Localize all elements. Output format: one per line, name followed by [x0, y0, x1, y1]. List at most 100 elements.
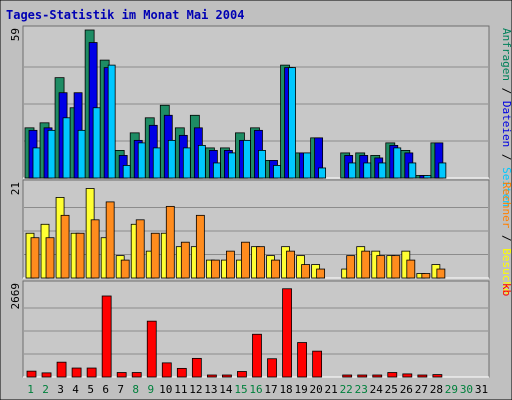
bar-rechner-10	[165, 205, 175, 279]
y-max-label-kb: 2669	[9, 283, 22, 310]
bar-seiten-18	[288, 67, 296, 179]
x-tick-19: 19	[294, 383, 307, 396]
bar-seiten-10	[167, 139, 176, 179]
bar-kb-27	[417, 374, 428, 378]
bar-rechner-23	[361, 250, 371, 279]
bar-kb-11	[176, 367, 187, 378]
x-tick-17: 17	[264, 383, 277, 396]
x-tick-4: 4	[72, 383, 79, 396]
bar-rechner-5	[90, 219, 100, 279]
legend-part-1: /	[500, 228, 512, 248]
bar-kb-5	[86, 367, 97, 378]
bar-rechner-28	[436, 268, 446, 279]
x-tick-13: 13	[204, 383, 217, 396]
bar-kb-8	[131, 372, 142, 378]
panel-kb: 2669 kb	[9, 280, 512, 378]
bar-kb-24	[372, 374, 383, 378]
x-tick-16: 16	[249, 383, 262, 396]
x-tick-15: 15	[234, 383, 247, 396]
x-tick-20: 20	[310, 383, 323, 396]
bar-kb-10	[161, 362, 172, 378]
bar-seiten-26	[408, 162, 417, 179]
x-tick-29: 29	[445, 383, 458, 396]
bar-kb-16	[252, 333, 262, 378]
legend-part-3: /	[500, 147, 512, 167]
series-legend-kb: kb	[500, 283, 512, 296]
bar-rechner-27	[421, 273, 431, 279]
bar-rechner-1	[30, 237, 40, 279]
y-max-label-visits: 21	[9, 182, 22, 195]
bar-rechner-17	[271, 259, 280, 279]
series-legend-visits: Rechner / Besuche	[500, 182, 512, 295]
panel-hits: 59 Anfragen / Dateien / Seiten	[9, 25, 512, 207]
bar-rechner-4	[75, 232, 85, 279]
y-max-label-hits: 59	[9, 28, 22, 41]
bar-kb-18	[282, 288, 292, 378]
bar-kb-19	[297, 342, 307, 378]
x-tick-10: 10	[159, 383, 172, 396]
bar-seiten-4	[77, 129, 86, 179]
bar-kb-7	[116, 372, 127, 378]
bar-rechner-24	[376, 255, 386, 279]
bar-seiten-9	[152, 147, 161, 179]
bar-kb-15	[237, 371, 247, 378]
bar-rechner-2	[45, 237, 55, 279]
bar-kb-17	[267, 358, 277, 378]
x-tick-27: 27	[415, 383, 428, 396]
bar-rechner-25	[391, 255, 401, 279]
bar-seiten-5	[92, 107, 101, 179]
x-tick-30: 30	[460, 383, 473, 396]
bar-rechner-19	[301, 264, 310, 279]
bar-kb-1	[26, 370, 37, 378]
legend-part-1: /	[500, 81, 512, 101]
bar-rechner-7	[120, 259, 130, 279]
bar-seiten-13	[212, 162, 221, 179]
bar-rechner-8	[135, 219, 145, 279]
x-tick-23: 23	[355, 383, 368, 396]
bar-seiten-28	[438, 162, 447, 179]
bar-seiten-3	[62, 117, 71, 179]
bar-rechner-26	[406, 259, 416, 279]
legend-part-0: kb	[500, 283, 512, 296]
x-tick-22: 22	[340, 383, 353, 396]
bar-kb-25	[387, 372, 398, 378]
series-kb	[26, 288, 443, 378]
bar-rechner-3	[60, 214, 70, 279]
bar-seiten-27	[423, 175, 432, 179]
x-tick-18: 18	[279, 383, 292, 396]
legend-part-4: Seiten	[500, 167, 512, 207]
bar-kb-22	[342, 374, 353, 378]
bar-seiten-16	[258, 150, 266, 179]
legend-part-2: Besuche	[500, 248, 512, 294]
x-tick-21: 21	[325, 383, 338, 396]
bar-kb-20	[312, 350, 323, 378]
bar-seiten-2	[47, 129, 56, 179]
bar-rechner-14	[226, 250, 235, 279]
bar-seiten-11	[182, 147, 191, 179]
x-tick-12: 12	[189, 383, 202, 396]
bar-seiten-24	[378, 162, 387, 179]
bar-seiten-7	[122, 165, 131, 179]
bar-rechner-9	[150, 232, 160, 279]
x-tick-31: 31	[475, 383, 488, 396]
x-tick-6: 6	[102, 383, 109, 396]
bar-seiten-17	[273, 165, 281, 179]
bar-rechner-12	[195, 214, 205, 279]
x-tick-1: 1	[27, 383, 34, 396]
bar-kb-13	[206, 374, 217, 378]
bar-rechner-16	[256, 246, 265, 279]
bar-seiten-25	[393, 147, 402, 179]
series-legend-hits: Anfragen / Dateien / Seiten	[500, 28, 512, 207]
x-tick-5: 5	[87, 383, 94, 396]
legend-part-0: Anfragen	[500, 28, 512, 81]
bar-seiten-22	[348, 162, 357, 179]
panel-visits: 21 Rechner / Besuche	[9, 179, 512, 295]
series-besuche	[25, 188, 441, 279]
bar-rechner-15	[241, 241, 250, 279]
bar-kb-2	[41, 372, 52, 378]
bar-seiten-1	[32, 147, 41, 179]
bar-rechner-18	[286, 250, 295, 279]
x-tick-28: 28	[430, 383, 443, 396]
bar-seiten-6	[107, 64, 116, 179]
